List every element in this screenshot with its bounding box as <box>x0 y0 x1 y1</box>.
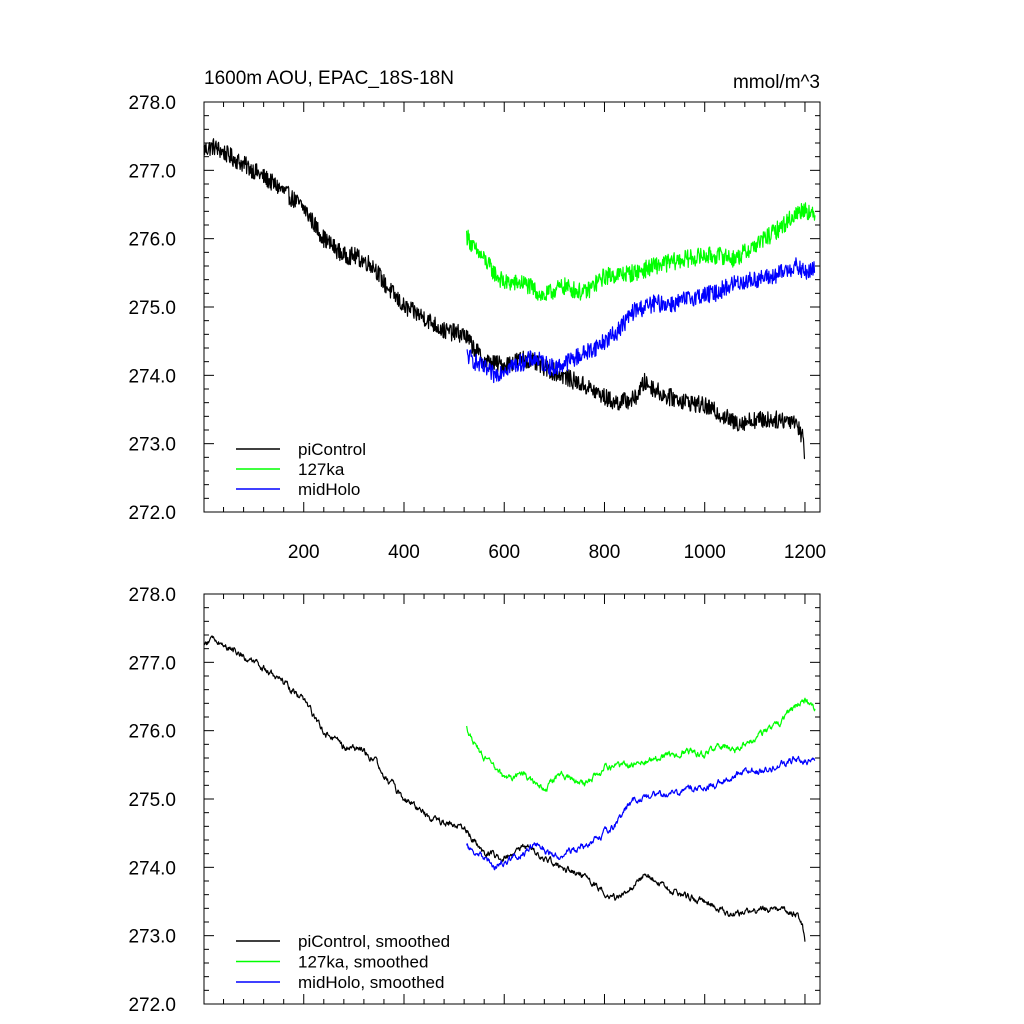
legend-label: 127ka, smoothed <box>298 953 428 972</box>
y-tick-label: 273.0 <box>128 435 176 456</box>
x-tick-label: 600 <box>488 542 520 563</box>
series-line-midholo-smoothed <box>466 755 816 871</box>
x-tick-label: 1000 <box>684 542 726 563</box>
y-tick-label: 276.0 <box>128 722 176 743</box>
x-tick-label: 800 <box>589 542 621 563</box>
legend-label: piControl, smoothed <box>298 932 450 951</box>
y-tick-label: 272.0 <box>128 503 176 524</box>
y-tick-label: 272.0 <box>128 995 176 1016</box>
bottom-plot-frame <box>203 593 821 1005</box>
y-tick-label: 277.0 <box>128 653 176 674</box>
series-line-127ka <box>466 202 816 302</box>
top-axes-ticks: 272.0 273.0 274.0 275.0 276.0 277.0 278.0 200 40… <box>128 93 826 563</box>
x-tick-label: 400 <box>388 542 420 563</box>
y-tick-label: 276.0 <box>128 230 176 251</box>
y-tick-label: 277.0 <box>128 161 176 182</box>
top-chart-title: 1600m AOU, EPAC_18S-18N <box>204 68 454 89</box>
top-chart-units: mmol/m^3 <box>733 72 820 93</box>
legend-label: midHolo, smoothed <box>298 973 444 992</box>
top-series-lines <box>203 138 816 460</box>
series-line-midholo <box>466 257 816 384</box>
x-tick-label: 200 <box>288 542 320 563</box>
y-tick-label: 275.0 <box>128 298 176 319</box>
top-plot-frame <box>203 101 821 513</box>
series-line-picontrol <box>203 138 806 460</box>
bottom-series-lines <box>203 635 816 942</box>
top-panel: 1600m AOU, EPAC_18S-18N mmol/m^3 272.027… <box>128 68 826 563</box>
series-line-127ka-smoothed <box>466 697 816 792</box>
x-tick-label: 1200 <box>784 542 826 563</box>
y-tick-label: 278.0 <box>128 93 176 114</box>
y-tick-label: 275.0 <box>128 790 176 811</box>
bottom-legend: piControl, smoothed 127ka, smoothedmidHol… <box>236 932 450 992</box>
bottom-panel: 272.0 273.0 274.0 275.0 276.0 277.0 278.0 piCo… <box>128 585 821 1016</box>
bottom-axes-ticks: 272.0 273.0 274.0 275.0 276.0 277.0 278.0 <box>128 585 820 1016</box>
legend-label: 127ka <box>298 460 345 479</box>
y-tick-label: 273.0 <box>128 927 176 948</box>
y-tick-label: 274.0 <box>128 858 176 879</box>
legend-label: piControl <box>298 440 366 459</box>
y-tick-label: 278.0 <box>128 585 176 606</box>
y-tick-label: 274.0 <box>128 366 176 387</box>
series-line-picontrol-smoothed <box>203 635 806 942</box>
legend-label: midHolo <box>298 480 360 499</box>
